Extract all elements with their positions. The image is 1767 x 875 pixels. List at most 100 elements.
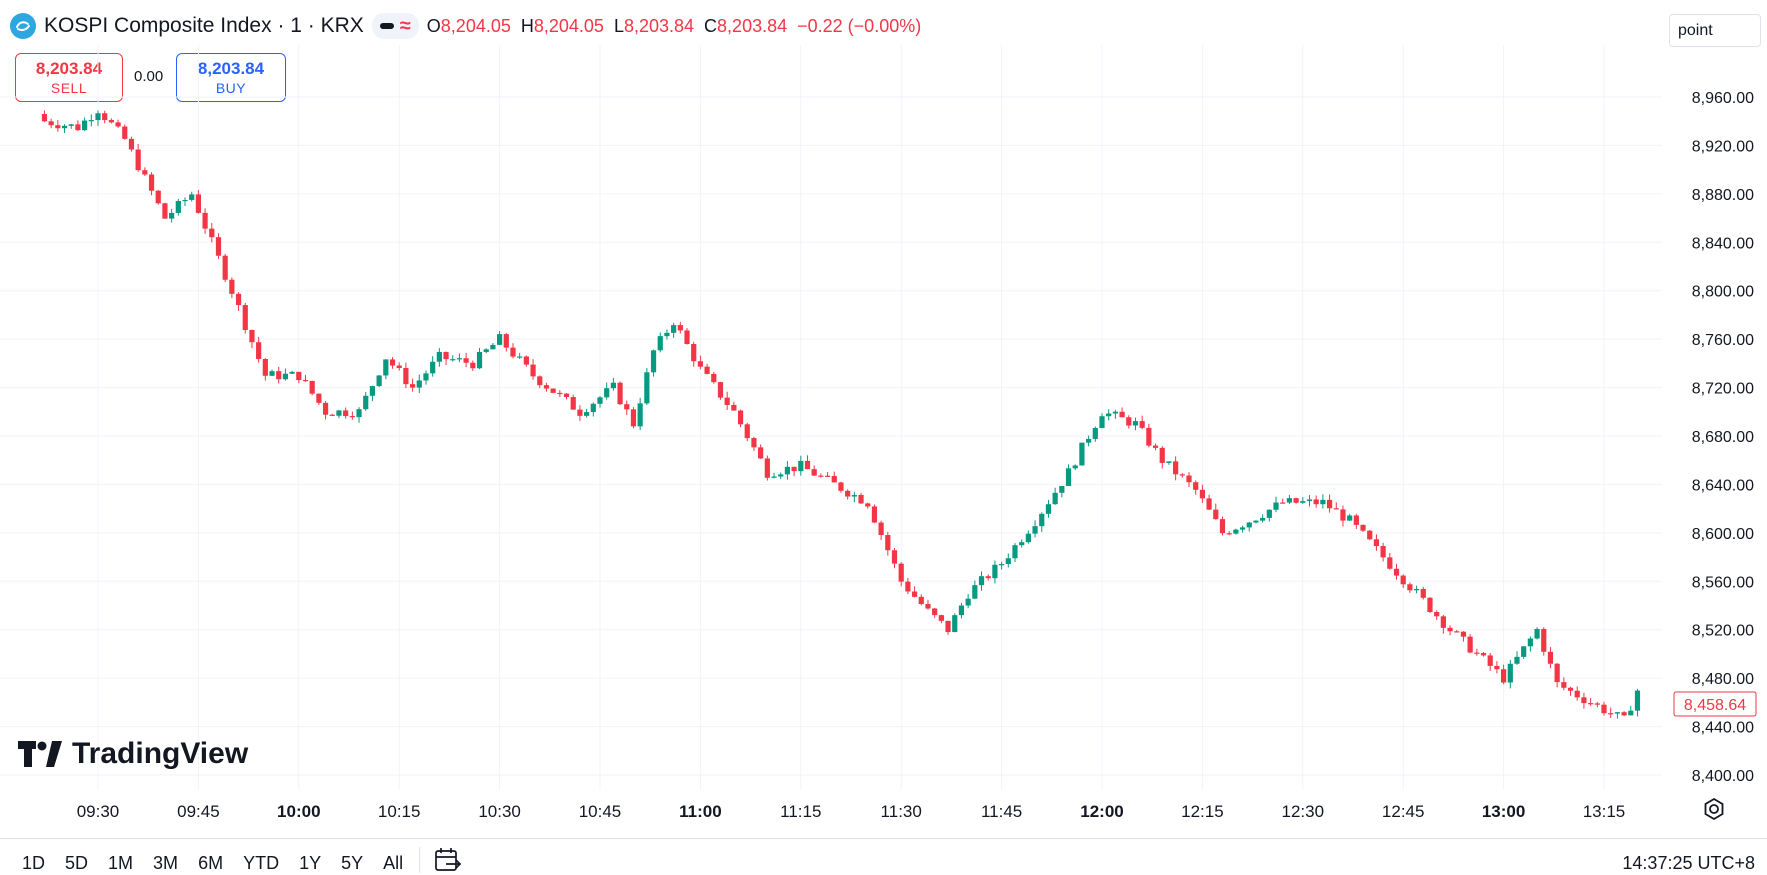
candle-body — [349, 416, 355, 418]
sell-button[interactable]: 8,203.84 SELL — [15, 53, 123, 102]
candle-body — [758, 447, 764, 459]
candle-body — [108, 120, 114, 123]
candle-body — [717, 382, 724, 398]
candle-body — [1019, 542, 1025, 546]
clock[interactable]: 14:37:25 UTC+8 — [1622, 853, 1755, 873]
low-label: L — [613, 15, 624, 36]
range-button-ytd[interactable]: YTD — [243, 853, 280, 873]
candle-body — [891, 550, 898, 564]
candlestick-chart[interactable]: 8,400.00 8,440.00 8,480.00 8,520.00 8,560.00… — [0, 0, 1767, 838]
x-tick-label: 11:15 — [780, 802, 821, 821]
candle-body — [363, 395, 369, 410]
y-tick-label: 8,400.00 — [1692, 768, 1754, 785]
candle-body — [148, 174, 155, 191]
range-button-1y[interactable]: 1Y — [299, 853, 322, 873]
candle-body — [999, 564, 1005, 566]
candle-body — [1574, 690, 1580, 698]
candle-body — [235, 293, 242, 306]
brand-name: TradingView — [72, 737, 249, 770]
candle-body — [911, 591, 918, 597]
gear-icon[interactable] — [1701, 796, 1727, 822]
candle-body — [48, 121, 54, 126]
range-button-all[interactable]: All — [383, 853, 404, 873]
unit-selector[interactable]: point — [1669, 14, 1761, 47]
candle-body — [1086, 438, 1092, 443]
candle-body — [1467, 636, 1473, 653]
candle-body — [403, 368, 409, 385]
candle-body — [1239, 527, 1246, 530]
range-button-5y[interactable]: 5Y — [341, 853, 364, 873]
y-tick-label: 8,920.00 — [1692, 138, 1754, 155]
range-button-1d[interactable]: 1D — [22, 853, 46, 873]
candle-body — [1447, 627, 1453, 632]
y-tick-label: 8,440.00 — [1692, 720, 1754, 737]
candle-body — [798, 460, 804, 472]
candle-body — [1300, 501, 1306, 503]
candle-body — [731, 404, 737, 411]
candle-body — [1193, 482, 1199, 490]
candle-body — [195, 194, 201, 213]
calendar-range-icon[interactable] — [434, 847, 462, 873]
candle-body — [677, 325, 683, 331]
candle-body — [804, 460, 811, 470]
candle-body — [55, 125, 61, 129]
chart-header: KOSPI Composite Index · 1 · KRX ≈ O8,204… — [10, 12, 921, 40]
x-tick-label: 13:15 — [1583, 802, 1626, 821]
chart-style-toggle[interactable]: ≈ — [371, 13, 419, 39]
candle-body — [389, 359, 396, 366]
candle-body — [1501, 669, 1507, 683]
sell-price: 8,203.84 — [35, 58, 103, 78]
buy-button[interactable]: 8,203.84 BUY — [176, 53, 286, 102]
x-tick-label: 12:15 — [1181, 802, 1224, 821]
candle-body — [1159, 447, 1165, 463]
candle-body — [175, 201, 181, 213]
sell-label: SELL — [50, 79, 88, 96]
candle-body — [135, 149, 141, 171]
candle-body — [945, 620, 951, 633]
candle-body — [1012, 545, 1018, 559]
price-axis[interactable]: 8,400.00 8,440.00 8,480.00 8,520.00 8,560.00… — [1692, 90, 1754, 785]
candle-body — [1126, 417, 1132, 426]
candle-body — [356, 409, 362, 418]
candle-body — [409, 384, 416, 388]
candle-body — [1581, 697, 1587, 704]
candle-body — [396, 365, 402, 369]
candle-body — [1199, 489, 1205, 499]
range-button-3m[interactable]: 3M — [153, 853, 179, 873]
high-label: H — [520, 15, 534, 36]
symbol-title[interactable]: KOSPI Composite Index · 1 · KRX — [44, 14, 364, 37]
candle-body — [336, 410, 342, 416]
buy-label: BUY — [215, 79, 247, 96]
candle-body — [684, 330, 690, 344]
candle-body — [169, 212, 175, 219]
candle-body — [316, 393, 322, 403]
x-tick-label: 11:30 — [881, 802, 922, 821]
candle-body — [637, 403, 643, 427]
candle-body — [838, 482, 844, 491]
y-tick-label: 8,760.00 — [1692, 332, 1754, 349]
candle-body — [1025, 533, 1031, 543]
candle-body — [952, 615, 958, 633]
candle-body — [1333, 508, 1339, 510]
candle-body — [744, 424, 750, 439]
x-tick-label: 10:00 — [277, 802, 320, 821]
candle-body — [322, 402, 329, 415]
candles — [41, 110, 1641, 719]
candle-body — [824, 475, 831, 477]
time-axis[interactable]: 09:30 09:45 10:00 10:15 10:30 10:45 11:00 11:15… — [77, 802, 1626, 821]
candle-body — [1494, 665, 1500, 670]
candle-body — [517, 356, 523, 358]
range-button-1m[interactable]: 1M — [108, 853, 134, 873]
candle-body — [985, 576, 991, 579]
candle-body — [242, 305, 248, 330]
candle-body — [557, 392, 563, 395]
y-tick-label: 8,480.00 — [1692, 671, 1754, 688]
range-button-5d[interactable]: 5D — [65, 853, 89, 873]
candle-body — [543, 385, 550, 389]
candle-body — [1621, 712, 1627, 716]
candle-body — [764, 458, 770, 478]
candle-body — [1480, 653, 1487, 656]
range-button-6m[interactable]: 6M — [198, 853, 224, 873]
candle-body — [1567, 687, 1574, 691]
candle-body — [1460, 631, 1467, 637]
